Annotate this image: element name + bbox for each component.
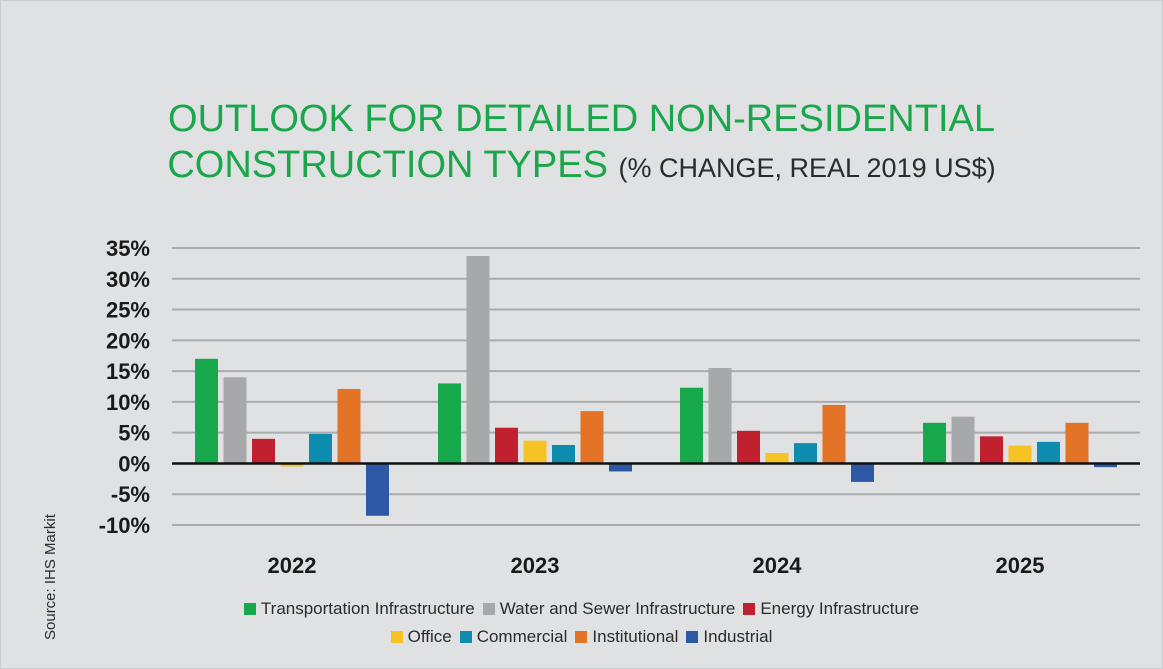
bar-2024-office <box>765 452 789 464</box>
bar-2025-office <box>1008 445 1032 464</box>
legend-swatch <box>243 603 256 615</box>
title-line-2-main: CONSTRUCTION TYPES <box>167 144 608 186</box>
bar-2024-energy-infrastructure <box>737 430 760 464</box>
bar-2023-energy-infrastructure <box>495 427 518 464</box>
y-tick-label: -10% <box>99 513 150 538</box>
y-tick-label: 25% <box>106 298 150 323</box>
y-tick-label: 0% <box>118 451 150 476</box>
bar-2022-commercial <box>309 433 332 464</box>
bar-2025-water-and-sewer-infrastructure <box>951 416 975 464</box>
bar-2025-transportation-infrastructure <box>923 422 946 464</box>
bar-2025-commercial <box>1037 441 1060 464</box>
legend-item: Commercial <box>459 627 568 647</box>
legend-row-2: Office Commercial Institutional Industrial <box>0 627 1163 647</box>
x-category-label: 2024 <box>753 553 803 578</box>
legend-swatch <box>390 631 403 643</box>
bar-2022-office <box>280 463 304 467</box>
legend-item: Institutional <box>575 627 678 647</box>
bar-2024-commercial <box>794 443 817 464</box>
bar-2024-transportation-infrastructure <box>680 387 703 464</box>
chart-title: OUTLOOK FOR DETAILED NON-RESIDENTIAL CON… <box>0 96 1163 191</box>
legend-label: Institutional <box>592 627 679 646</box>
y-tick-label: 5% <box>118 421 150 446</box>
legend-item: Transportation Infrastructure <box>243 599 475 619</box>
x-category-label: 2023 <box>511 553 560 578</box>
title-line-1: OUTLOOK FOR DETAILED NON-RESIDENTIAL <box>168 98 995 140</box>
legend-swatch <box>459 631 472 643</box>
bar-2025-institutional <box>1065 422 1089 464</box>
bar-2023-institutional <box>580 411 604 464</box>
legend-label: Energy Infrastructure <box>760 599 920 618</box>
y-tick-label: -5% <box>111 482 150 507</box>
title-line-2: CONSTRUCTION TYPES (% CHANGE, REAL 2019 … <box>0 142 1163 191</box>
y-tick-label: 30% <box>106 267 150 292</box>
bar-2023-industrial <box>609 463 632 472</box>
legend-swatch <box>743 603 756 615</box>
bar-2023-water-and-sewer-infrastructure <box>466 256 490 464</box>
legend-swatch <box>686 631 699 643</box>
legend-swatch <box>575 631 588 643</box>
legend-item: Energy Infrastructure <box>743 599 919 619</box>
legend-label: Water and Sewer Infrastructure <box>499 599 736 618</box>
chart-subtitle: (% CHANGE, REAL 2019 US$) <box>618 153 996 183</box>
x-category-label: 2022 <box>268 553 317 578</box>
bar-2024-water-and-sewer-infrastructure <box>708 368 732 464</box>
x-category-label: 2025 <box>996 553 1045 578</box>
bar-2023-commercial <box>552 444 575 464</box>
bar-2024-institutional <box>822 404 846 464</box>
legend-label: Office <box>407 627 452 646</box>
bar-2022-energy-infrastructure <box>252 438 275 464</box>
legend-row-1: Transportation Infrastructure Water and S… <box>0 599 1163 619</box>
bar-2024-industrial <box>851 463 874 482</box>
legend-label: Transportation Infrastructure <box>260 599 475 618</box>
legend-swatch <box>482 603 495 615</box>
y-tick-label: 35% <box>106 236 150 261</box>
y-tick-label: 10% <box>106 390 150 415</box>
legend-item: Industrial <box>686 627 772 647</box>
legend-label: Commercial <box>476 627 568 646</box>
bar-2023-office <box>523 440 547 464</box>
bar-2025-energy-infrastructure <box>980 436 1003 464</box>
legend-label: Industrial <box>703 627 773 646</box>
bar-2022-transportation-infrastructure <box>195 358 218 464</box>
legend-item: Office <box>390 627 452 647</box>
legend-item: Water and Sewer Infrastructure <box>482 599 736 619</box>
bar-2022-institutional <box>337 388 361 464</box>
bar-2023-transportation-infrastructure <box>438 383 461 464</box>
y-tick-label: 20% <box>106 328 150 353</box>
y-tick-label: 15% <box>106 359 150 384</box>
bar-2022-industrial <box>366 463 389 516</box>
bar-2022-water-and-sewer-infrastructure <box>223 377 247 464</box>
bar-2025-industrial <box>1094 463 1117 468</box>
